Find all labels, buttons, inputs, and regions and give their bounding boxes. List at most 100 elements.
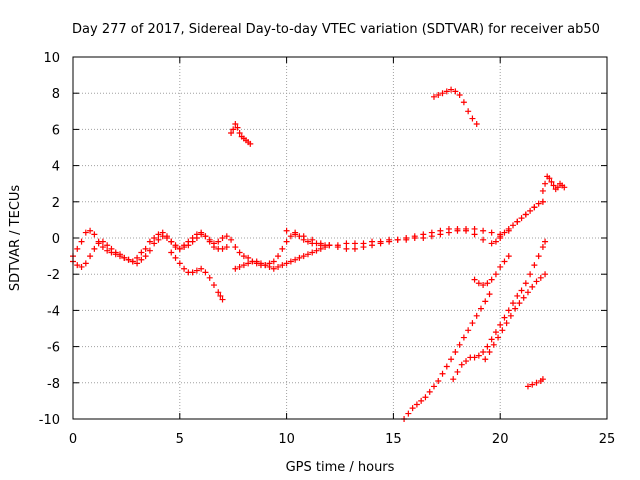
data-point — [516, 300, 523, 307]
data-point — [287, 233, 294, 240]
data-point — [439, 370, 446, 377]
series-sat-track-7 — [430, 86, 480, 127]
grid-lines — [73, 57, 607, 419]
chart-title: Day 277 of 2017, Sidereal Day-to-day VTE… — [72, 22, 600, 37]
data-point — [394, 236, 401, 243]
data-point — [304, 238, 311, 245]
y-tick-label: -4 — [47, 304, 60, 319]
data-point — [529, 283, 536, 290]
data-point — [155, 236, 162, 243]
data-point — [172, 254, 179, 261]
data-point — [181, 242, 188, 249]
data-point — [104, 242, 111, 249]
data-point — [518, 287, 525, 294]
data-point — [125, 256, 132, 263]
data-point — [283, 260, 290, 267]
data-point — [351, 240, 358, 247]
data-point — [437, 227, 444, 234]
data-point — [219, 296, 226, 303]
data-point — [206, 238, 213, 245]
data-point — [215, 238, 222, 245]
data-point — [193, 231, 200, 238]
data-point — [266, 263, 273, 270]
data-point — [510, 300, 517, 307]
data-point — [99, 244, 106, 251]
data-point — [537, 274, 544, 281]
data-point — [548, 178, 555, 185]
data-point — [413, 401, 420, 408]
data-point — [542, 238, 549, 245]
data-point — [486, 291, 493, 298]
data-point — [542, 271, 549, 278]
data-point — [219, 245, 226, 252]
series-sat-track-13 — [492, 198, 546, 245]
data-point — [74, 245, 81, 252]
x-axis-label: GPS time / hours — [286, 460, 395, 475]
data-point — [518, 215, 525, 222]
data-point — [452, 349, 459, 356]
data-point — [247, 140, 254, 147]
data-point — [531, 262, 538, 269]
data-point — [159, 233, 166, 240]
data-point — [121, 254, 128, 261]
data-point — [176, 260, 183, 267]
y-axis-label: SDTVAR / TECUs — [8, 185, 23, 292]
data-point — [185, 238, 192, 245]
data-point — [492, 329, 499, 336]
data-point — [448, 86, 455, 93]
data-point — [386, 238, 393, 245]
data-point — [450, 376, 457, 383]
series-sat-track-11 — [482, 271, 549, 363]
data-point — [546, 175, 553, 182]
data-point — [223, 244, 230, 251]
data-point — [257, 260, 264, 267]
data-point — [454, 368, 461, 375]
data-point — [490, 341, 497, 348]
y-tick-label: -8 — [47, 377, 60, 392]
data-point — [146, 247, 153, 254]
data-point — [443, 363, 450, 370]
data-point — [471, 354, 478, 361]
data-point — [435, 92, 442, 99]
data-point — [535, 253, 542, 260]
data-points — [70, 86, 568, 422]
data-point — [488, 276, 495, 283]
data-point — [223, 233, 230, 240]
x-tick-label: 25 — [599, 432, 616, 447]
data-point — [488, 336, 495, 343]
data-point — [151, 240, 158, 247]
data-point — [418, 397, 425, 404]
data-point — [484, 343, 491, 350]
y-tick-label: 0 — [52, 232, 60, 247]
data-point — [334, 244, 341, 251]
data-point — [477, 305, 484, 312]
data-point — [492, 271, 499, 278]
y-tick-label: 2 — [52, 196, 60, 211]
data-point — [91, 245, 98, 252]
data-point — [322, 244, 329, 251]
data-point — [411, 233, 418, 240]
data-point — [430, 383, 437, 390]
data-point — [210, 244, 217, 251]
data-point — [82, 260, 89, 267]
data-point — [403, 235, 410, 241]
data-point — [142, 245, 149, 252]
data-point — [236, 130, 243, 137]
data-point — [480, 349, 487, 356]
data-point — [219, 235, 226, 241]
data-point — [527, 271, 534, 278]
data-point — [309, 249, 316, 256]
data-point — [422, 394, 429, 401]
data-point — [520, 294, 527, 301]
y-tick-label: 10 — [43, 51, 60, 66]
data-point — [253, 258, 260, 265]
data-point — [275, 263, 282, 270]
data-point — [146, 238, 153, 245]
data-point — [539, 244, 546, 251]
data-point — [480, 236, 487, 243]
data-point — [463, 358, 470, 365]
data-point — [279, 245, 286, 252]
data-point — [116, 253, 123, 260]
data-point — [134, 254, 141, 261]
